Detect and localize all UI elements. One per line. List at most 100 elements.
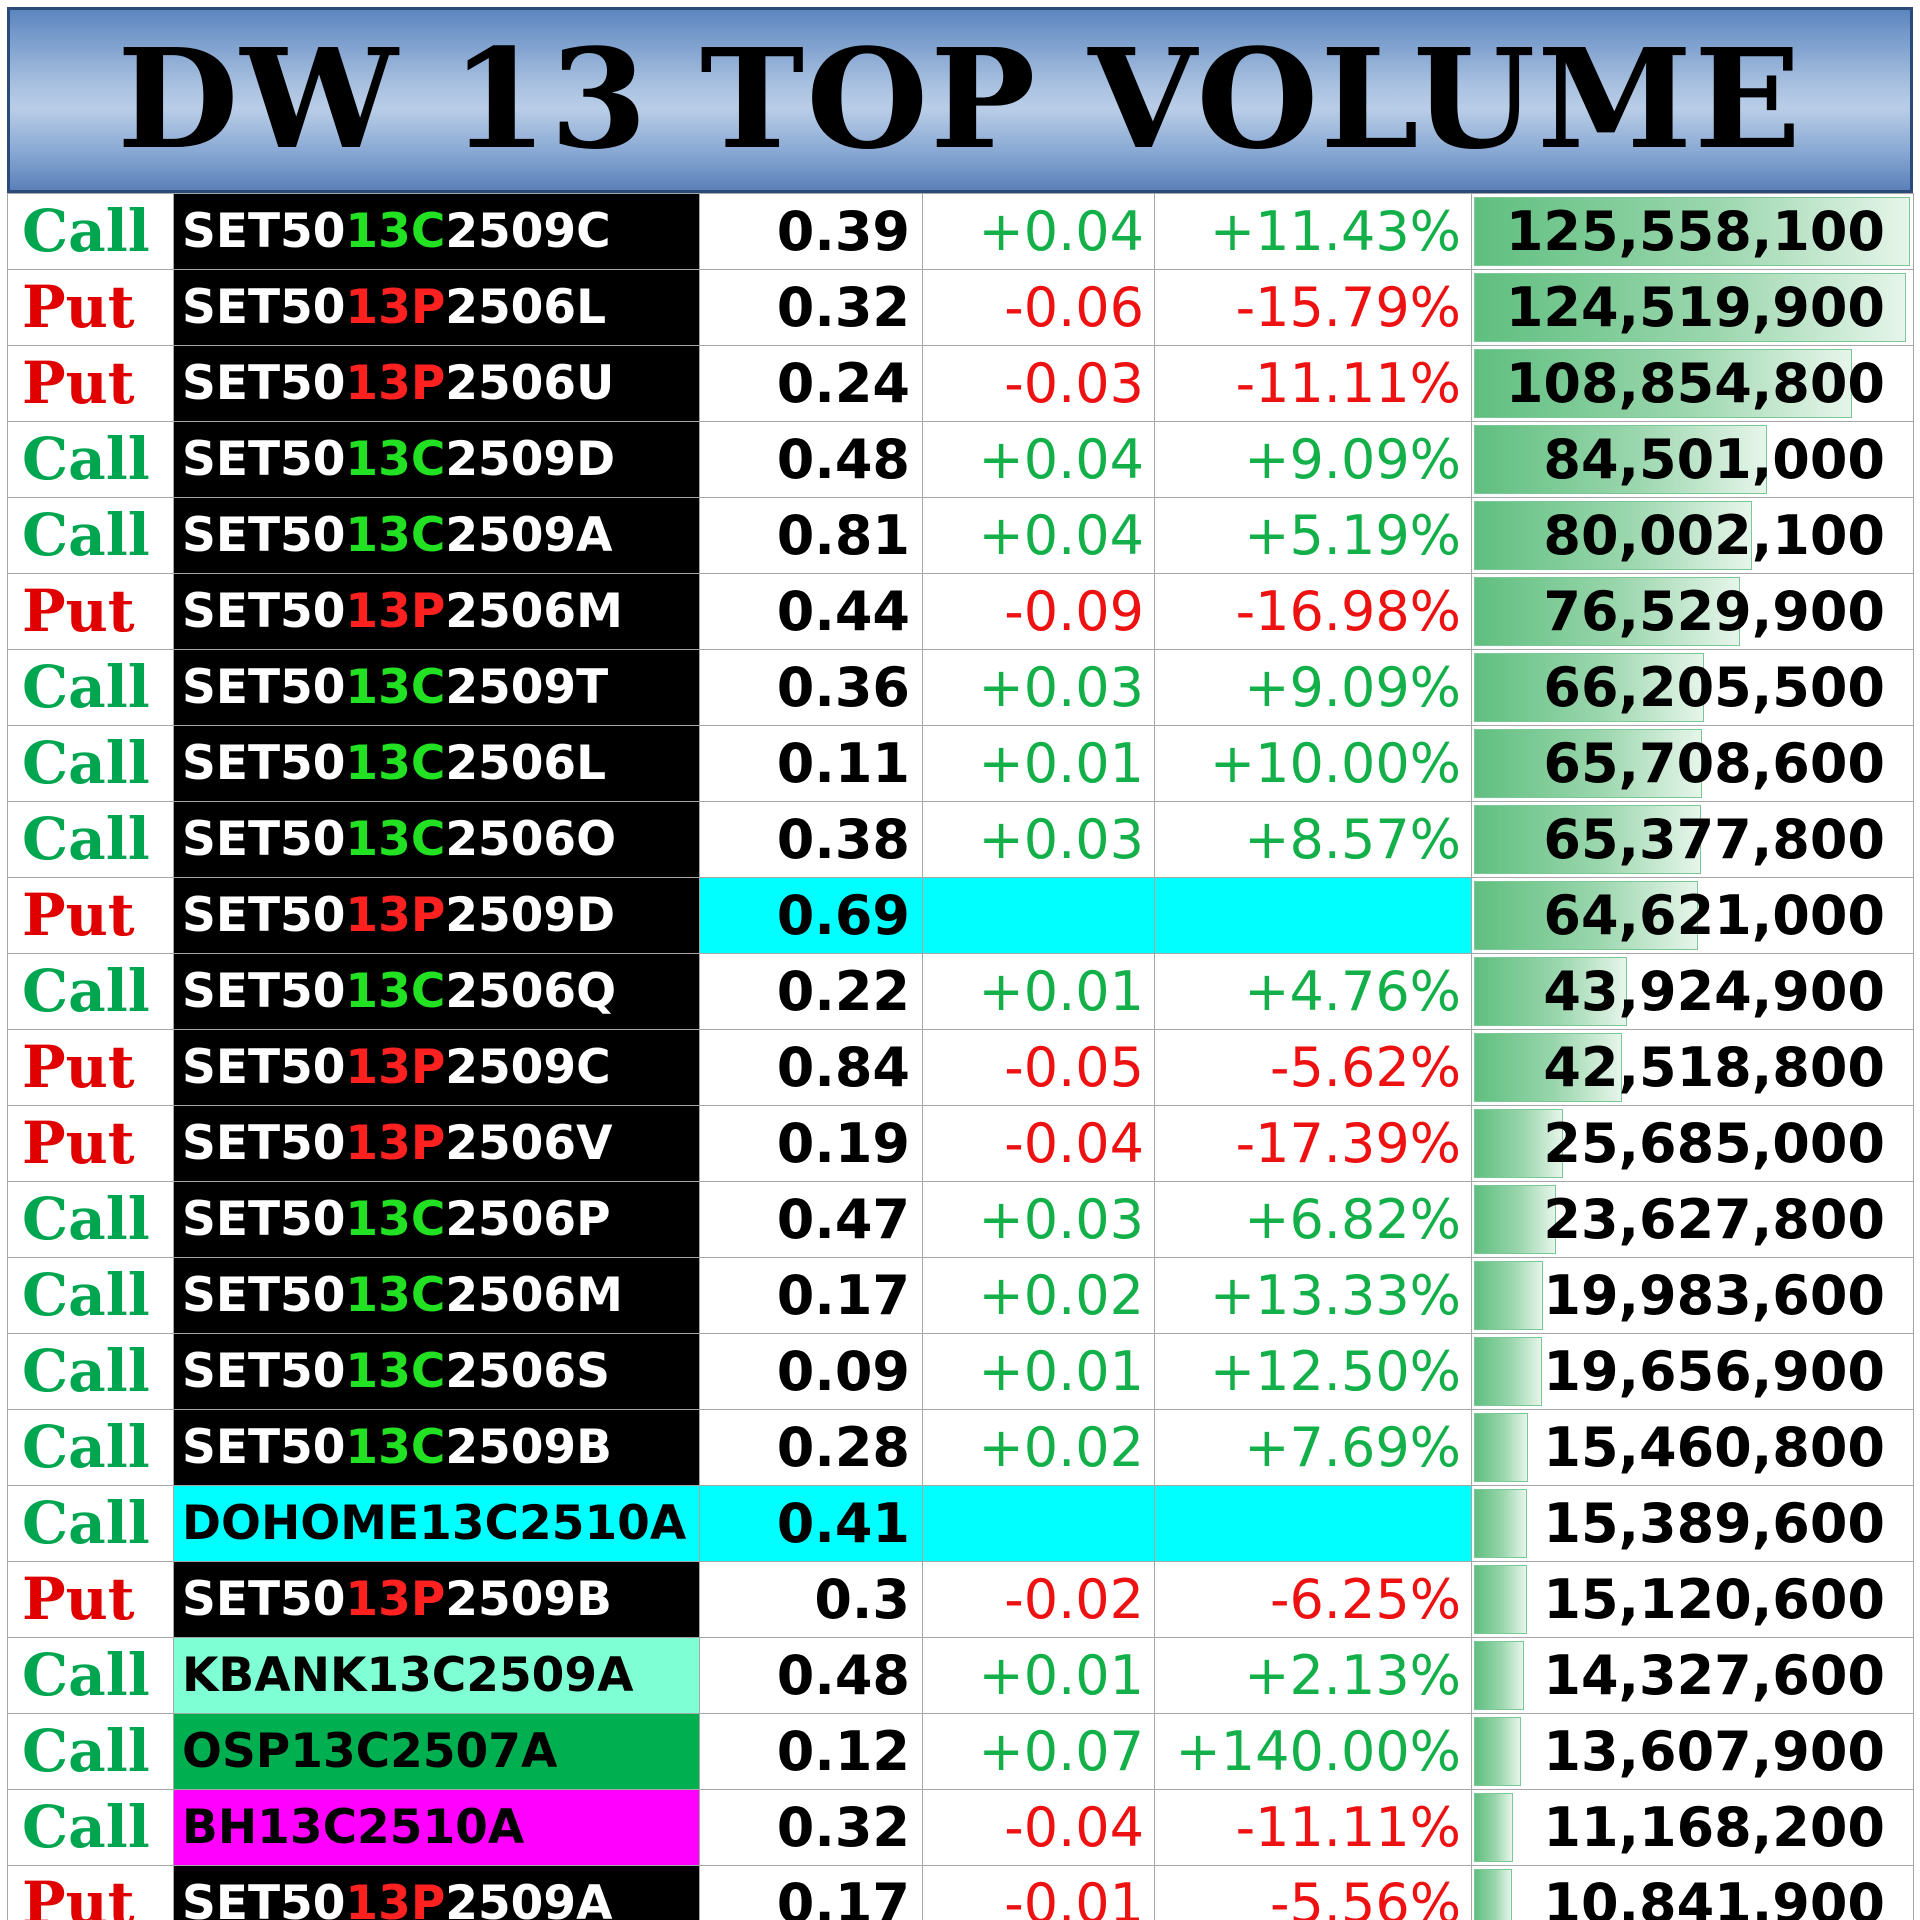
symbol-prefix: OSP13C2507A <box>182 1724 558 1779</box>
option-type: Put <box>7 345 174 422</box>
symbol-prefix: SET50 <box>182 736 346 791</box>
option-type: Call <box>7 193 174 270</box>
symbol-prefix: SET50 <box>182 356 346 411</box>
volume-table: Call SET5013C2509C 0.39 +0.04 +11.43% 125,558… <box>7 193 1914 1920</box>
symbol-suffix: 2506O <box>445 812 617 867</box>
symbol-suffix: 2506L <box>445 280 607 335</box>
price-change: +0.01 <box>922 953 1155 1030</box>
symbol-issuer-code: 13P <box>345 1040 446 1095</box>
dw-symbol: SET5013C2509T <box>173 649 700 726</box>
last-price: 0.41 <box>699 1485 923 1562</box>
table-row: Call SET5013C2509T 0.36 +0.03 +9.09% 66,205,5… <box>7 649 1914 726</box>
volume-bar <box>1474 349 1852 418</box>
symbol-issuer-code: 13P <box>345 1572 446 1627</box>
symbol-prefix: SET50 <box>182 584 346 639</box>
table-row: Call SET5013C2509D 0.48 +0.04 +9.09% 84,501,0… <box>7 421 1914 498</box>
last-price: 0.81 <box>699 497 923 574</box>
table-row: Call SET5013C2509B 0.28 +0.02 +7.69% 15,460,8… <box>7 1409 1914 1486</box>
dw-symbol: SET5013C2506O <box>173 801 700 878</box>
volume-bar <box>1474 1033 1622 1102</box>
dw-symbol: SET5013C2506M <box>173 1257 700 1334</box>
symbol-issuer-code: 13C <box>345 1192 446 1247</box>
symbol-suffix: 2509C <box>445 1040 611 1095</box>
option-type: Call <box>7 1789 174 1866</box>
volume-value: 15,120,600 <box>1543 1568 1885 1631</box>
dw-symbol: SET5013P2506M <box>173 573 700 650</box>
symbol-issuer-code: 13C <box>345 1344 446 1399</box>
symbol-suffix: 2506P <box>445 1192 611 1247</box>
volume-bar <box>1474 425 1767 494</box>
percent-change: -16.98% <box>1154 573 1472 650</box>
percent-change: +4.76% <box>1154 953 1472 1030</box>
symbol-suffix: 2506S <box>445 1344 610 1399</box>
price-change: -0.04 <box>922 1105 1155 1182</box>
volume-value: 19,983,600 <box>1543 1264 1885 1327</box>
symbol-prefix: SET50 <box>182 1344 346 1399</box>
percent-change: +9.09% <box>1154 649 1472 726</box>
symbol-prefix: SET50 <box>182 964 346 1019</box>
percent-change: +9.09% <box>1154 421 1472 498</box>
dw-symbol: SET5013P2509D <box>173 877 700 954</box>
percent-change: +13.33% <box>1154 1257 1472 1334</box>
table-row: Call BH13C2510A 0.32 -0.04 -11.11% 11,168,200 <box>7 1789 1914 1866</box>
volume-bar <box>1474 1413 1528 1482</box>
option-type: Call <box>7 725 174 802</box>
symbol-prefix: SET50 <box>182 432 346 487</box>
page-title: DW 13 TOP VOLUME <box>117 19 1803 181</box>
symbol-suffix: 2509A <box>445 1876 613 1920</box>
volume-cell: 84,501,000 <box>1471 421 1914 498</box>
volume-bar <box>1474 501 1752 570</box>
symbol-prefix: SET50 <box>182 812 346 867</box>
volume-cell: 15,389,600 <box>1471 1485 1914 1562</box>
table-row: Call SET5013C2509C 0.39 +0.04 +11.43% 125,558… <box>7 193 1914 270</box>
percent-change: -15.79% <box>1154 269 1472 346</box>
percent-change: -5.56% <box>1154 1865 1472 1920</box>
last-price: 0.19 <box>699 1105 923 1182</box>
last-price: 0.39 <box>699 193 923 270</box>
volume-bar <box>1474 805 1701 874</box>
symbol-prefix: SET50 <box>182 280 346 335</box>
volume-value: 14,327,600 <box>1543 1644 1885 1707</box>
price-change: +0.03 <box>922 649 1155 726</box>
dw-symbol: SET5013P2509A <box>173 1865 700 1920</box>
volume-value: 76,529,900 <box>1543 580 1885 643</box>
table-row: Call SET5013C2506P 0.47 +0.03 +6.82% 23,627,8… <box>7 1181 1914 1258</box>
volume-bar <box>1474 881 1698 950</box>
price-change: -0.09 <box>922 573 1155 650</box>
symbol-prefix: KBANK13C2509A <box>182 1648 634 1703</box>
dw-symbol: SET5013C2506S <box>173 1333 700 1410</box>
volume-cell: 43,924,900 <box>1471 953 1914 1030</box>
last-price: 0.3 <box>699 1561 923 1638</box>
volume-bar <box>1474 1641 1524 1710</box>
dw-symbol: SET5013C2509D <box>173 421 700 498</box>
price-change: +0.03 <box>922 801 1155 878</box>
last-price: 0.36 <box>699 649 923 726</box>
last-price: 0.69 <box>699 877 923 954</box>
symbol-issuer-code: 13C <box>345 812 446 867</box>
volume-value: 64,621,000 <box>1543 884 1885 947</box>
price-change: +0.01 <box>922 1333 1155 1410</box>
percent-change: +2.13% <box>1154 1637 1472 1714</box>
price-change: -0.05 <box>922 1029 1155 1106</box>
volume-bar <box>1474 1869 1512 1920</box>
volume-value: 25,685,000 <box>1543 1112 1885 1175</box>
volume-bar <box>1474 273 1906 342</box>
price-change: +0.03 <box>922 1181 1155 1258</box>
last-price: 0.12 <box>699 1713 923 1790</box>
symbol-prefix: SET50 <box>182 508 346 563</box>
volume-value: 66,205,500 <box>1543 656 1885 719</box>
price-change: +0.07 <box>922 1713 1155 1790</box>
dw-symbol: SET5013P2506V <box>173 1105 700 1182</box>
volume-cell: 15,120,600 <box>1471 1561 1914 1638</box>
last-price: 0.24 <box>699 345 923 422</box>
price-change: -0.03 <box>922 345 1155 422</box>
option-type: Put <box>7 877 174 954</box>
table-row: Put SET5013P2509B 0.3 -0.02 -6.25% 15,120,600 <box>7 1561 1914 1638</box>
last-price: 0.48 <box>699 1637 923 1714</box>
table-row: Call SET5013C2506S 0.09 +0.01 +12.50% 19,656,… <box>7 1333 1914 1410</box>
volume-value: 13,607,900 <box>1543 1720 1885 1783</box>
last-price: 0.09 <box>699 1333 923 1410</box>
symbol-issuer-code: 13C <box>345 1420 446 1475</box>
price-change: -0.04 <box>922 1789 1155 1866</box>
volume-cell: 64,621,000 <box>1471 877 1914 954</box>
